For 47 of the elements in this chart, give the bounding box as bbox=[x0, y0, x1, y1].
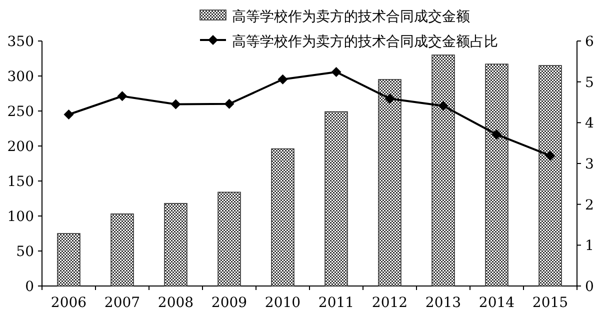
x-tick-label: 2011 bbox=[318, 295, 354, 311]
point bbox=[492, 130, 502, 140]
x-tick-label: 2015 bbox=[532, 295, 568, 311]
bar bbox=[271, 148, 294, 286]
point bbox=[224, 98, 234, 109]
bar bbox=[432, 54, 455, 286]
y-tick-label: 150 bbox=[7, 174, 34, 190]
x-tick-label: 2010 bbox=[264, 295, 301, 311]
x-tick-label: 2006 bbox=[50, 295, 87, 311]
point bbox=[117, 91, 128, 102]
point bbox=[170, 99, 181, 110]
point bbox=[438, 100, 448, 111]
y2-tick-label: 6 bbox=[585, 34, 594, 50]
y-tick-label: 0 bbox=[25, 279, 34, 295]
y2-tick-label: 5 bbox=[585, 74, 594, 91]
y2-tick-label: 1 bbox=[585, 238, 594, 254]
x-tick-label: 2008 bbox=[158, 295, 194, 311]
bar bbox=[485, 64, 508, 286]
x-tick-label: 2012 bbox=[372, 295, 408, 311]
y2-tick-label: 0 bbox=[585, 279, 594, 295]
y2-tick-label: 2 bbox=[585, 197, 594, 214]
bar bbox=[378, 79, 402, 286]
bar bbox=[538, 65, 562, 286]
legend-label: 高等学校作为卖方的技术合同成交金额占比 bbox=[232, 34, 498, 50]
y-tick-label: 100 bbox=[7, 209, 34, 225]
bar bbox=[110, 214, 134, 286]
y-tick-label: 300 bbox=[7, 69, 34, 85]
x-tick-label: 2007 bbox=[104, 295, 140, 311]
bar bbox=[164, 203, 188, 286]
y-tick-label: 200 bbox=[7, 139, 34, 155]
y-tick-label: 350 bbox=[7, 34, 34, 50]
x-tick-label: 2013 bbox=[425, 295, 462, 311]
x-tick-label: 2014 bbox=[478, 295, 515, 311]
point bbox=[545, 150, 556, 161]
bar bbox=[324, 111, 348, 286]
y2-tick-label: 4 bbox=[585, 116, 594, 132]
bar bbox=[57, 233, 80, 286]
point bbox=[64, 110, 74, 120]
y-tick-label: 50 bbox=[16, 244, 34, 260]
bar bbox=[218, 192, 241, 286]
point bbox=[331, 67, 342, 78]
point bbox=[384, 94, 395, 104]
y-tick-label: 250 bbox=[7, 104, 34, 120]
point bbox=[278, 74, 288, 84]
x-tick-label: 2009 bbox=[211, 295, 248, 311]
y2-tick-label: 3 bbox=[585, 156, 594, 172]
legend-label: 高等学校作为卖方的技术合同成交金额 bbox=[232, 9, 470, 25]
